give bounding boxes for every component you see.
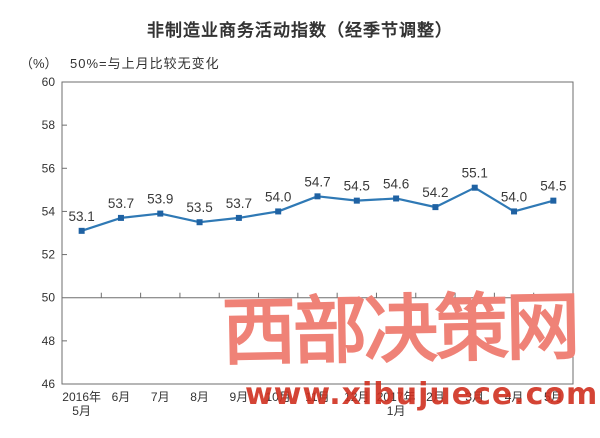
x-tick-label: 4月 <box>505 390 524 404</box>
data-point-marker <box>471 184 478 191</box>
data-point-marker <box>511 208 518 215</box>
value-label: 53.7 <box>226 196 252 211</box>
value-label: 53.7 <box>108 196 134 211</box>
data-point-marker <box>196 219 203 226</box>
y-tick-label: 50 <box>42 291 56 305</box>
value-label: 54.5 <box>540 179 566 194</box>
value-label: 55.1 <box>462 166 488 181</box>
x-tick-label: 6月 <box>112 390 131 404</box>
x-tick-label: 8月 <box>190 390 209 404</box>
y-tick-label: 46 <box>42 377 56 391</box>
x-tick-label: 1月 <box>387 404 406 418</box>
y-tick-label: 48 <box>42 334 56 348</box>
data-point-marker <box>393 195 400 202</box>
value-label: 54.0 <box>501 189 527 204</box>
chart-subtitle: 50%=与上月比较无变化 <box>70 56 220 71</box>
value-label: 54.6 <box>383 176 409 191</box>
x-tick-label: 5月 <box>72 404 91 418</box>
data-point-marker <box>432 204 439 211</box>
value-label: 54.0 <box>265 189 291 204</box>
value-label: 54.5 <box>344 179 370 194</box>
x-tick-label: 5月 <box>544 390 563 404</box>
value-label: 53.9 <box>147 192 173 207</box>
y-axis-unit-label: （%） <box>20 56 58 71</box>
y-tick-label: 54 <box>42 204 56 218</box>
data-point-marker <box>314 193 321 200</box>
data-point-marker <box>157 210 164 217</box>
x-tick-label: 10月 <box>266 390 291 404</box>
x-tick-label: 2月 <box>426 390 445 404</box>
x-tick-label: 2016年 <box>62 390 101 404</box>
value-label: 54.7 <box>304 174 330 189</box>
x-tick-label: 9月 <box>230 390 249 404</box>
y-tick-label: 58 <box>42 118 56 132</box>
x-tick-label: 3月 <box>465 390 484 404</box>
data-point-marker <box>235 214 242 221</box>
x-tick-label: 2017年 <box>377 390 416 404</box>
chart-title: 非制造业商务活动指数（经季节调整） <box>147 21 453 40</box>
x-tick-label: 11月 <box>305 390 329 404</box>
value-label: 54.2 <box>422 185 448 200</box>
data-point-marker <box>78 227 85 234</box>
y-tick-label: 52 <box>42 248 56 262</box>
y-tick-label: 56 <box>42 161 56 175</box>
x-tick-label: 12月 <box>344 390 369 404</box>
data-point-marker <box>275 208 282 215</box>
data-point-marker <box>117 214 124 221</box>
x-tick-label: 7月 <box>151 390 170 404</box>
data-point-marker <box>353 197 360 204</box>
value-label: 53.1 <box>69 209 95 224</box>
plot-frame <box>61 81 574 385</box>
y-tick-label: 60 <box>42 75 56 89</box>
data-point-marker <box>550 197 557 204</box>
value-label: 53.5 <box>186 200 212 215</box>
